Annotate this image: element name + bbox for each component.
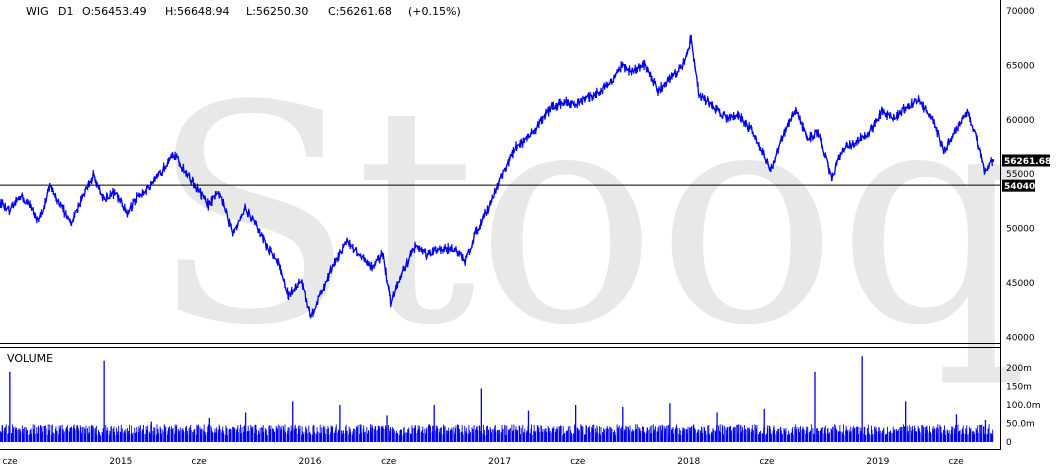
volume-bars — [0, 356, 994, 442]
interval-label: D1 — [58, 5, 73, 18]
price-y-tick-label: 65000 — [1006, 61, 1035, 71]
volume-y-axis: 200m 150m 100.0m 50.0m 0 — [1006, 364, 1041, 448]
price-series-line — [0, 34, 993, 319]
price-y-tick-label: 70000 — [1006, 7, 1035, 17]
high-value: H:56648.94 — [165, 5, 229, 18]
x-tick-label: 2017 — [488, 457, 511, 467]
last-value-badge: 56261.68 — [1002, 154, 1051, 167]
x-tick-label: 2016 — [299, 457, 322, 467]
reference-badge-label: 54040 — [1004, 182, 1035, 192]
symbol-label: WIG — [26, 5, 49, 18]
x-tick-label: cze — [948, 457, 964, 467]
reference-badge-box — [1002, 179, 1035, 192]
price-y-tick-label: 45000 — [1006, 279, 1035, 289]
change-value: (+0.15%) — [408, 5, 461, 18]
last-value-badge-label: 56261.68 — [1004, 157, 1051, 167]
x-tick-label: cze — [2, 457, 18, 467]
volume-bar-series — [0, 424, 994, 442]
x-tick-label: cze — [759, 457, 775, 467]
open-value: O:56453.49 — [82, 5, 147, 18]
volume-y-tick-label: 100.0m — [1006, 401, 1041, 411]
close-value: C:56261.68 — [328, 5, 392, 18]
price-y-tick-label: 55000 — [1006, 170, 1035, 180]
reference-badge: 54040 — [1002, 179, 1035, 192]
x-tick-label: cze — [570, 457, 586, 467]
volume-label: VOLUME — [7, 352, 53, 365]
volume-y-tick-label: 150m — [1006, 383, 1032, 393]
x-tick-label: cze — [192, 457, 208, 467]
x-tick-label: 2018 — [677, 457, 700, 467]
price-y-tick-label: 50000 — [1006, 225, 1035, 235]
chart-frame — [0, 0, 1001, 450]
price-y-axis: 70000 65000 60000 55000 50000 45000 40000 — [1006, 7, 1035, 344]
price-header: WIG D1 O:56453.49 H:56648.94 L:56250.30 … — [26, 5, 461, 18]
volume-y-tick-label: 200m — [1006, 364, 1032, 374]
volume-y-tick-label: 0 — [1006, 438, 1012, 448]
volume-y-tick-label: 50.0m — [1006, 420, 1035, 430]
x-tick-label: 2015 — [109, 457, 132, 467]
x-tick-label: 2019 — [866, 457, 889, 467]
price-y-tick-label: 60000 — [1006, 116, 1035, 126]
x-tick-label: cze — [381, 457, 397, 467]
last-value-badge-box — [1002, 154, 1050, 167]
price-series — [0, 34, 995, 319]
time-x-axis: cze 2015 cze 2016 cze 2017 cze 2018 cze 2019 cze — [2, 457, 964, 467]
low-value: L:56250.30 — [246, 5, 308, 18]
price-last-point — [991, 158, 995, 162]
price-y-tick-label: 40000 — [1006, 334, 1035, 344]
